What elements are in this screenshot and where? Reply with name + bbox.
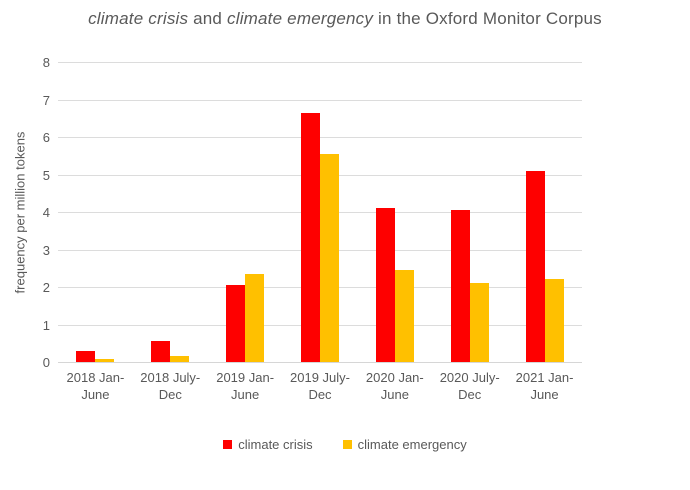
- chart-title-term: climate emergency: [227, 9, 374, 28]
- legend-swatch-icon: [342, 440, 352, 449]
- y-tick-label: 0: [42, 355, 50, 370]
- bar-climate-crisis-4: [301, 113, 320, 362]
- legend-swatch-icon: [223, 440, 233, 449]
- y-tick-label: 3: [42, 242, 50, 258]
- x-axis-tick-labels: 2018 Jan- June 2018 July- Dec 2019 Jan- Ju…: [58, 369, 582, 409]
- chart-title: climate crisis and climate emergency in …: [0, 9, 690, 29]
- chart-title-term: climate crisis: [88, 9, 189, 28]
- legend-item-climate-crisis: climate crisis: [223, 437, 313, 452]
- bar-climate-crisis-6: [450, 210, 470, 362]
- bar-climate-emergency-1: [95, 359, 115, 362]
- x-tick-label: 2019 July- Dec: [290, 370, 350, 402]
- bar-climate-emergency-6: [469, 283, 489, 362]
- plot-area: [58, 62, 582, 363]
- legend-label: climate emergency: [357, 437, 467, 452]
- legend-item-climate-emergency: climate emergency: [342, 437, 467, 452]
- y-tick-label: 6: [42, 130, 50, 145]
- gridline: [58, 99, 582, 101]
- chart-legend: climate crisis climate emergency: [0, 437, 690, 452]
- chart-title-text: and: [188, 9, 228, 28]
- bar-climate-crisis-7: [525, 171, 545, 362]
- y-tick-label: 1: [42, 317, 50, 333]
- bar-climate-emergency-4: [320, 154, 339, 362]
- bar-climate-crisis-5: [375, 208, 395, 362]
- y-tick-label: 5: [42, 167, 50, 183]
- y-tick-label: 4: [42, 205, 50, 220]
- y-axis-tick-labels: 0 1 2 3 4 5 6 7 8: [10, 0, 50, 380]
- x-tick-label: 2020 Jan- June: [365, 370, 424, 402]
- gridline: [58, 62, 582, 63]
- x-tick-label: 2018 Jan- June: [66, 370, 125, 402]
- bar-climate-emergency-5: [394, 270, 414, 362]
- y-tick-label: 2: [42, 280, 50, 295]
- legend-label: climate crisis: [238, 437, 313, 452]
- chart-title-text: in the Oxford Monitor Corpus: [373, 9, 602, 28]
- bar-climate-emergency-2: [170, 356, 190, 362]
- y-tick-label: 8: [42, 55, 50, 70]
- x-tick-label: 2021 Jan- June: [515, 370, 574, 402]
- x-tick-label: 2018 July- Dec: [140, 370, 201, 402]
- x-tick-label: 2019 Jan- June: [216, 370, 275, 402]
- bar-climate-crisis-3: [226, 285, 246, 362]
- bar-climate-crisis-1: [76, 351, 96, 362]
- bar-climate-emergency-7: [544, 279, 564, 362]
- bar-climate-crisis-2: [151, 341, 171, 362]
- y-tick-label: 7: [42, 92, 50, 108]
- x-tick-label: 2020 July- Dec: [439, 370, 500, 402]
- gridline: [58, 137, 582, 138]
- bar-climate-emergency-3: [245, 274, 265, 362]
